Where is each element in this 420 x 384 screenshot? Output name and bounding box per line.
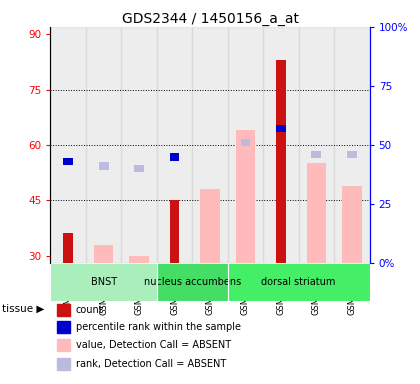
- Bar: [263, 27, 299, 263]
- Bar: [50, 263, 86, 301]
- Bar: [299, 263, 334, 301]
- Bar: [312, 151, 321, 158]
- Bar: [50, 27, 86, 263]
- Bar: [192, 263, 228, 301]
- Bar: [334, 27, 370, 263]
- Bar: [342, 185, 362, 263]
- Bar: [236, 130, 255, 263]
- Bar: [299, 27, 334, 263]
- Bar: [276, 125, 286, 132]
- Text: tissue ▶: tissue ▶: [2, 304, 45, 314]
- Bar: [94, 245, 113, 263]
- Bar: [241, 139, 250, 146]
- Bar: [57, 339, 70, 351]
- Bar: [50, 263, 157, 301]
- Title: GDS2344 / 1450156_a_at: GDS2344 / 1450156_a_at: [121, 12, 299, 26]
- Bar: [200, 189, 220, 263]
- Bar: [134, 165, 144, 172]
- Bar: [276, 60, 286, 263]
- Text: rank, Detection Call = ABSENT: rank, Detection Call = ABSENT: [76, 359, 226, 369]
- Bar: [86, 27, 121, 263]
- Text: nucleus accumbens: nucleus accumbens: [144, 277, 241, 287]
- Bar: [347, 151, 357, 158]
- Bar: [157, 263, 228, 301]
- Bar: [307, 163, 326, 263]
- Text: percentile rank within the sample: percentile rank within the sample: [76, 322, 241, 332]
- Bar: [57, 358, 70, 370]
- Bar: [63, 233, 73, 263]
- Bar: [86, 263, 121, 301]
- Bar: [121, 27, 157, 263]
- Bar: [228, 263, 370, 301]
- Bar: [121, 263, 157, 301]
- Bar: [157, 27, 192, 263]
- Bar: [228, 263, 263, 301]
- Bar: [129, 256, 149, 263]
- Bar: [334, 263, 370, 301]
- Text: count: count: [76, 305, 104, 315]
- Bar: [57, 304, 70, 316]
- Bar: [170, 153, 179, 161]
- Bar: [263, 263, 299, 301]
- Text: dorsal striatum: dorsal striatum: [262, 277, 336, 287]
- Bar: [157, 263, 192, 301]
- Bar: [228, 27, 263, 263]
- Text: BNST: BNST: [91, 277, 117, 287]
- Bar: [99, 162, 108, 170]
- Bar: [57, 321, 70, 333]
- Bar: [63, 158, 73, 165]
- Text: value, Detection Call = ABSENT: value, Detection Call = ABSENT: [76, 340, 231, 350]
- Bar: [192, 27, 228, 263]
- Bar: [170, 200, 179, 263]
